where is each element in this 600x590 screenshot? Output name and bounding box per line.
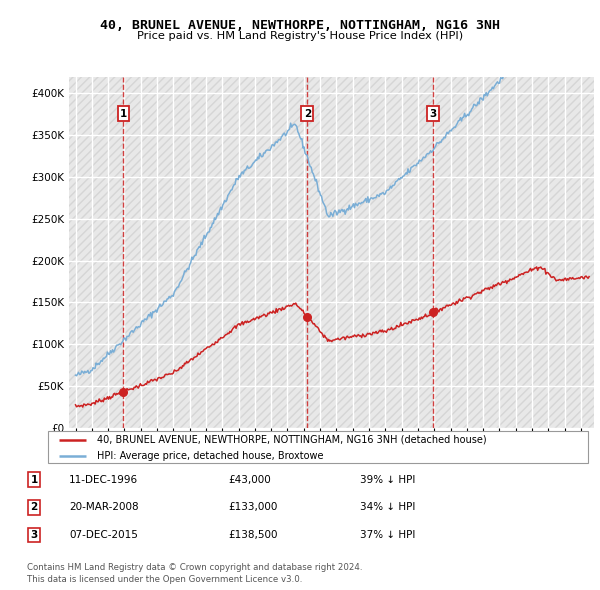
Text: £133,000: £133,000 (228, 503, 277, 512)
Text: 07-DEC-2015: 07-DEC-2015 (69, 530, 138, 540)
Text: Contains HM Land Registry data © Crown copyright and database right 2024.: Contains HM Land Registry data © Crown c… (27, 563, 362, 572)
Text: 1: 1 (31, 475, 38, 484)
Text: 3: 3 (31, 530, 38, 540)
Text: 11-DEC-1996: 11-DEC-1996 (69, 475, 138, 484)
Text: 40, BRUNEL AVENUE, NEWTHORPE, NOTTINGHAM, NG16 3NH: 40, BRUNEL AVENUE, NEWTHORPE, NOTTINGHAM… (100, 19, 500, 32)
Text: 20-MAR-2008: 20-MAR-2008 (69, 503, 139, 512)
Text: This data is licensed under the Open Government Licence v3.0.: This data is licensed under the Open Gov… (27, 575, 302, 584)
Text: 34% ↓ HPI: 34% ↓ HPI (360, 503, 415, 512)
Text: 1: 1 (120, 109, 127, 119)
Text: Price paid vs. HM Land Registry's House Price Index (HPI): Price paid vs. HM Land Registry's House … (137, 31, 463, 41)
Text: 40, BRUNEL AVENUE, NEWTHORPE, NOTTINGHAM, NG16 3NH (detached house): 40, BRUNEL AVENUE, NEWTHORPE, NOTTINGHAM… (97, 435, 486, 445)
Text: 37% ↓ HPI: 37% ↓ HPI (360, 530, 415, 540)
Text: £138,500: £138,500 (228, 530, 277, 540)
Text: 3: 3 (430, 109, 437, 119)
Text: 2: 2 (31, 503, 38, 512)
Text: 2: 2 (304, 109, 311, 119)
Text: 39% ↓ HPI: 39% ↓ HPI (360, 475, 415, 484)
Text: HPI: Average price, detached house, Broxtowe: HPI: Average price, detached house, Brox… (97, 451, 323, 461)
Text: £43,000: £43,000 (228, 475, 271, 484)
